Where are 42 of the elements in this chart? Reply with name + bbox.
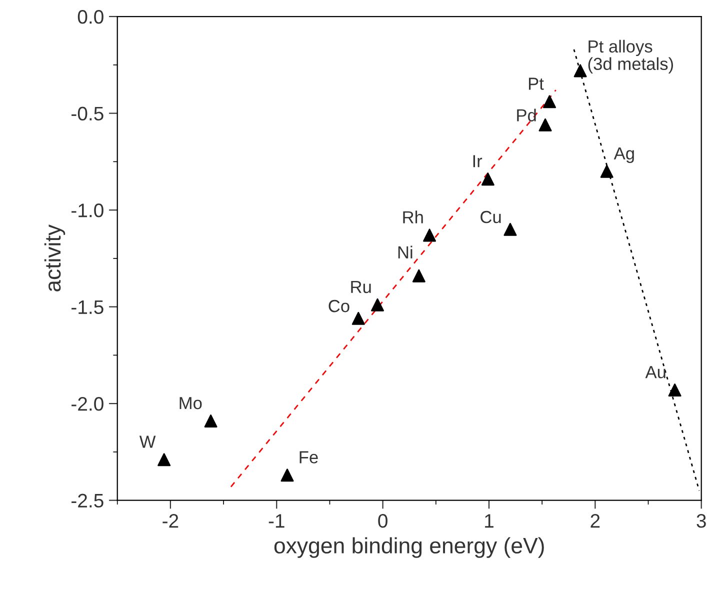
x-tick-label: -1 <box>268 514 284 528</box>
point <box>204 414 218 428</box>
annotation: Ag <box>614 147 634 164</box>
point <box>370 298 384 312</box>
annotation: Pt alloys (3d metals) <box>588 40 673 74</box>
x-axis-title: oxygen binding energy (eV) <box>274 537 544 558</box>
x-tick-label: 0 <box>378 514 388 528</box>
annotation: Pd <box>517 108 536 122</box>
point <box>481 172 494 186</box>
y-tick-label: -2.0 <box>72 397 104 411</box>
annotation: W <box>139 436 156 448</box>
annotation: Mo <box>180 397 202 410</box>
annotation: Au <box>645 366 666 378</box>
point <box>574 64 587 78</box>
point <box>600 164 614 178</box>
point <box>352 312 365 325</box>
x-tick-label: 3 <box>696 514 706 528</box>
point <box>538 118 552 132</box>
point <box>543 95 556 108</box>
y-axis-title: activity <box>44 224 66 292</box>
y-tick-label: -0.5 <box>72 106 104 121</box>
point <box>504 222 517 236</box>
y-tick-label: -1.5 <box>72 300 104 314</box>
y-tick-label: 0.0 <box>78 10 104 24</box>
y-tick-label: -2.5 <box>72 494 104 508</box>
x-tick-label: 2 <box>590 514 600 528</box>
annotation: Ir <box>473 155 482 168</box>
point <box>158 453 171 466</box>
annotation: Ru <box>351 280 371 294</box>
y-tick-label: -1.0 <box>72 204 104 218</box>
annotation: Pt <box>528 78 544 90</box>
annotation: Ni <box>398 246 412 258</box>
point <box>412 269 426 282</box>
annotation: Fe <box>300 451 318 464</box>
x-tick-label: 1 <box>485 514 494 528</box>
point <box>668 384 682 397</box>
point <box>423 228 436 242</box>
annotation: Rh <box>403 210 423 224</box>
annotation: Co <box>328 300 350 312</box>
point <box>280 468 294 482</box>
x-tick-label: -2 <box>162 514 178 528</box>
annotation: Cu <box>480 210 501 224</box>
